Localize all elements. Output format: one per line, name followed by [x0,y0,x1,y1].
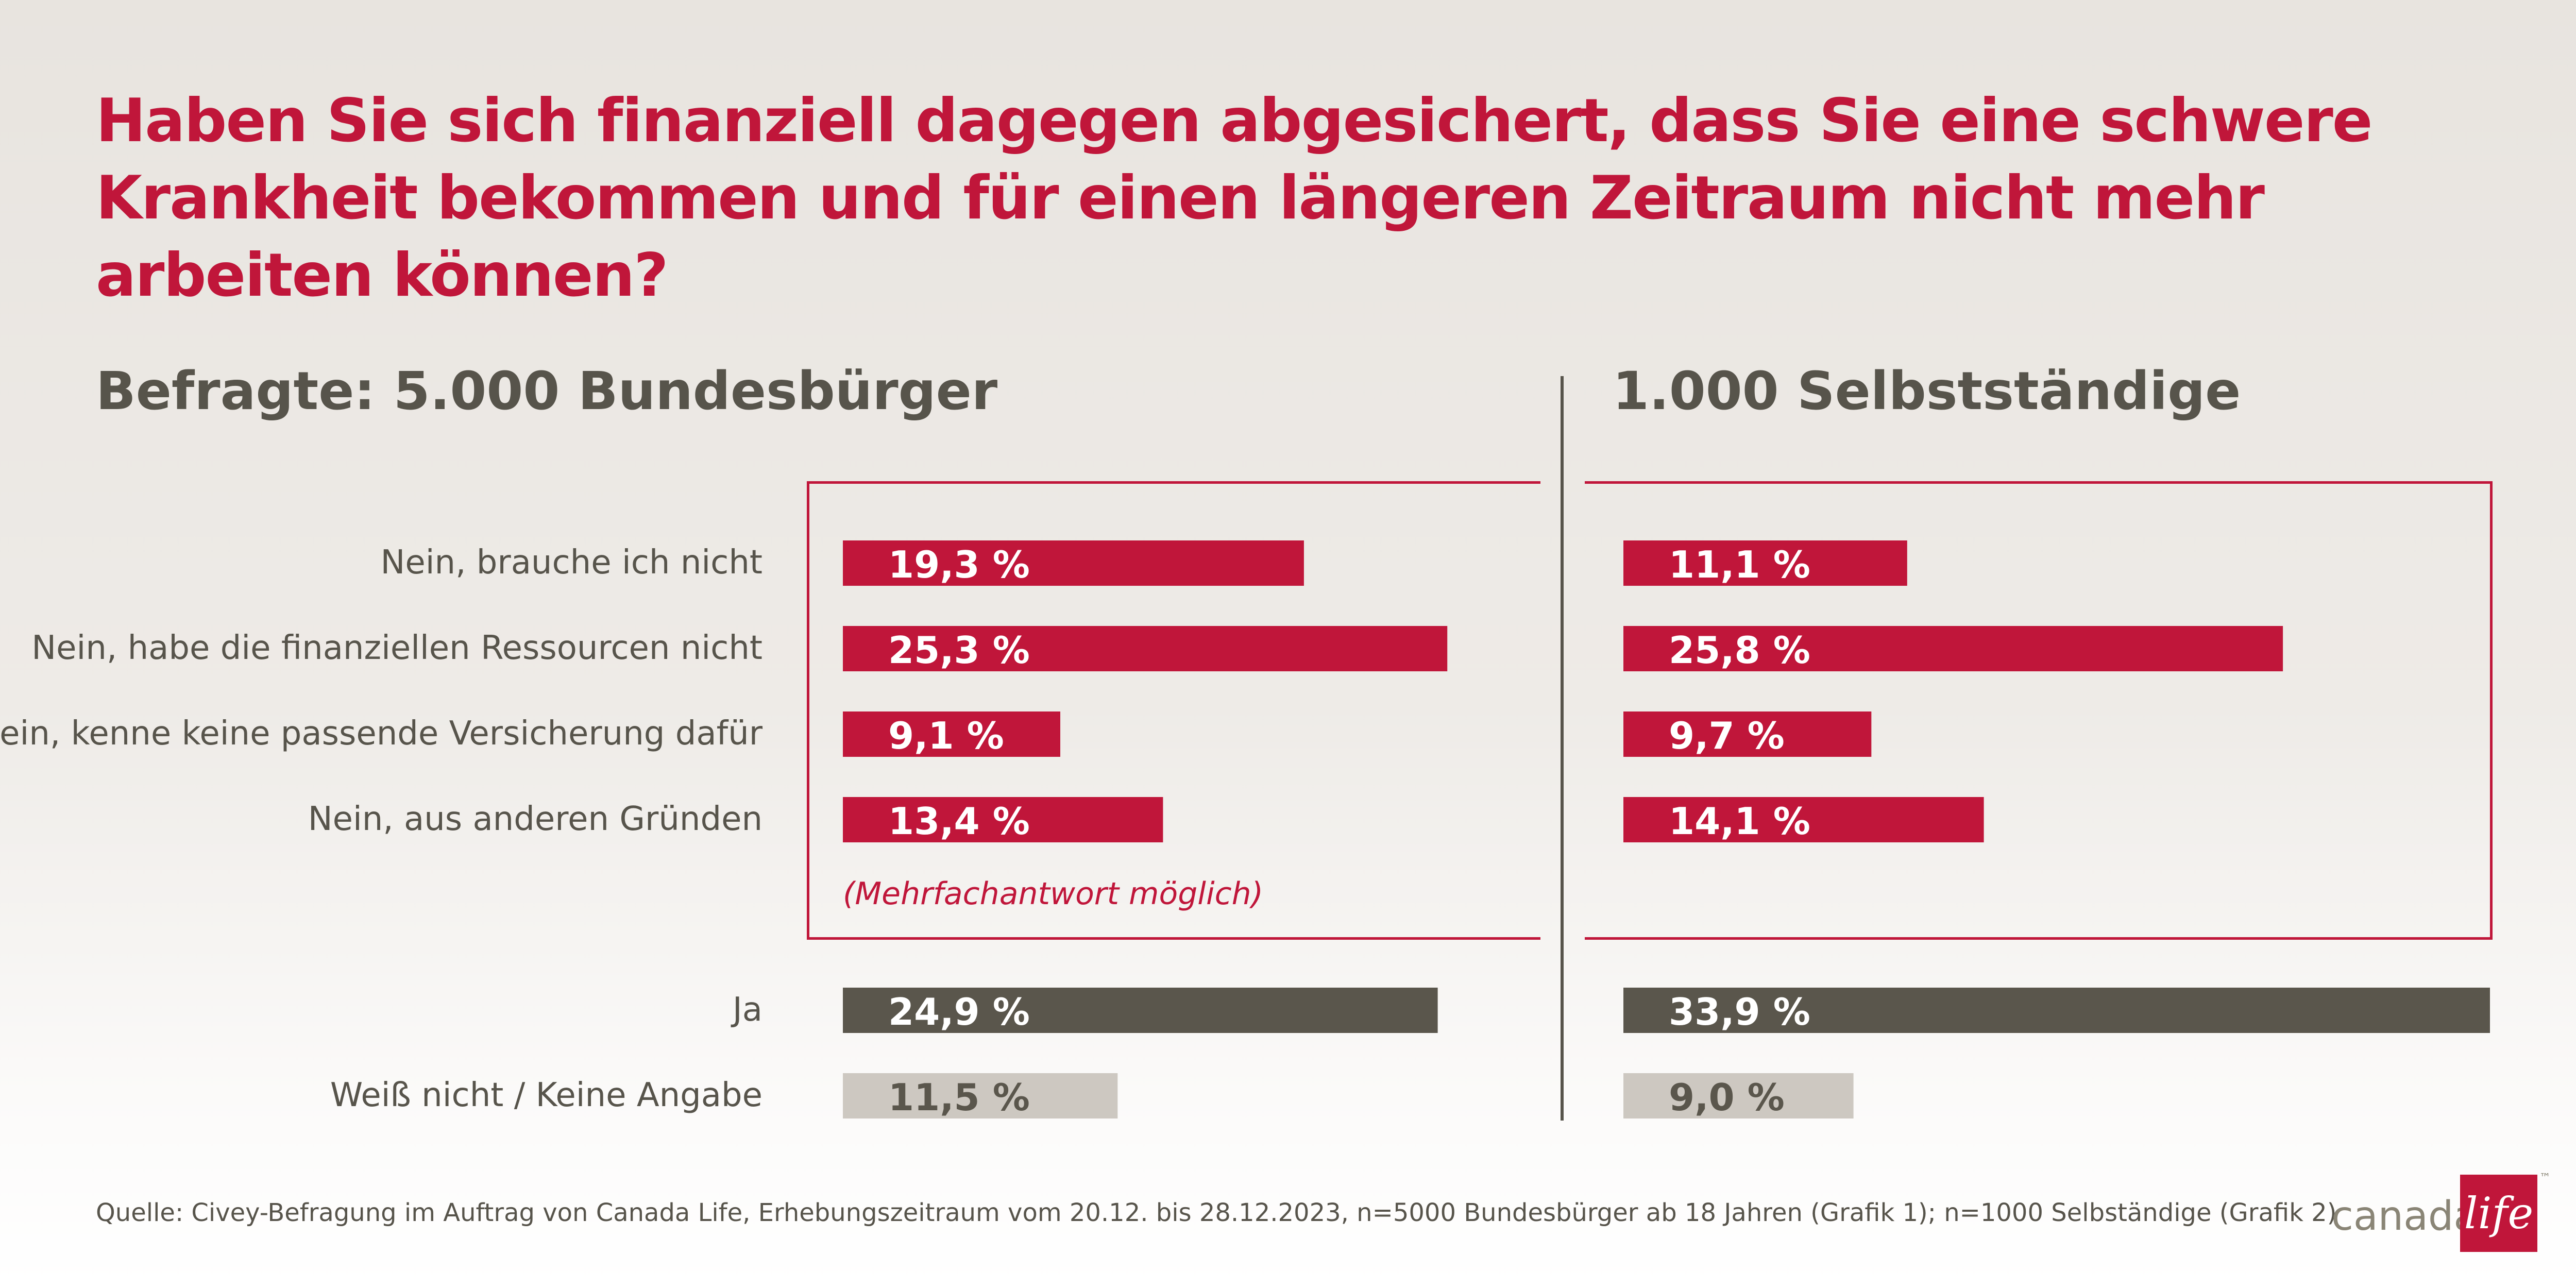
trademark-mark: ™ [2539,1172,2551,1184]
bar-bundesbuerger-nein-brauche-ich-nicht [843,540,1304,586]
logo-box: life [2460,1175,2537,1252]
value-label-selbststaendige-nein-brauche-ich-nicht: 11,1 % [1669,543,1810,586]
value-label-bundesbuerger-nein-habe-die-finanziellen-ressourcen-nicht: 25,3 % [888,629,1030,672]
category-label-weiss-nicht-keine-angabe: Weiß nicht / Keine Angabe [330,1076,762,1114]
value-label-selbststaendige-weiss-nicht-keine-angabe: 9,0 % [1669,1076,1785,1119]
logo-wordmark: canada [2331,1193,2479,1240]
value-label-bundesbuerger-ja: 24,9 % [888,990,1030,1033]
bar-selbststaendige-nein-habe-die-finanziellen-ressourcen-nicht [1623,626,2283,671]
bar-selbststaendige-weiss-nicht-keine-angabe [1623,1073,1854,1118]
canada-life-logo: canada life ™ [2331,1164,2568,1267]
bar-bundesbuerger-ja [843,988,1438,1033]
bar-selbststaendige-ja [1623,988,2490,1033]
no-answers-bracket-left [807,481,1540,940]
bar-selbststaendige-nein-kenne-keine-passende-versicherung-dafuer [1623,711,1872,757]
category-label-nein-habe-die-finanziellen-ressourcen-nicht: Nein, habe die finanziellen Ressourcen n… [31,629,762,667]
bar-bundesbuerger-weiss-nicht-keine-angabe [843,1073,1118,1118]
bar-bundesbuerger-nein-aus-anderen-gruenden [843,797,1163,842]
bar-selbststaendige-nein-brauche-ich-nicht [1623,540,1907,586]
category-label-nein-aus-anderen-gruenden: Nein, aus anderen Gründen [308,800,762,838]
value-label-bundesbuerger-nein-brauche-ich-nicht: 19,3 % [888,543,1030,586]
value-label-selbststaendige-ja: 33,9 % [1669,990,1810,1033]
panel-right-heading: 1.000 Selbstständige [1613,361,2241,422]
value-label-bundesbuerger-nein-kenne-keine-passende-versicherung-dafuer: 9,1 % [888,714,1004,757]
no-answers-bracket-right [1585,481,2493,940]
value-label-selbststaendige-nein-kenne-keine-passende-versicherung-dafuer: 9,7 % [1669,714,1785,757]
bar-bundesbuerger-nein-habe-die-finanziellen-ressourcen-nicht [843,626,1448,671]
value-label-bundesbuerger-weiss-nicht-keine-angabe: 11,5 % [888,1076,1030,1119]
multiple-answers-note: (Mehrfachantwort möglich) [843,876,1264,912]
panel-divider [1561,376,1564,1121]
chart-title: Haben Sie sich finanziell dagegen abgesi… [96,86,2372,310]
value-label-selbststaendige-nein-aus-anderen-gruenden: 14,1 % [1669,800,1810,843]
value-label-bundesbuerger-nein-aus-anderen-gruenden: 13,4 % [888,800,1030,843]
source-note: Quelle: Civey-Befragung im Auftrag von C… [96,1198,2337,1227]
category-label-ja: Ja [732,991,762,1029]
value-label-selbststaendige-nein-habe-die-finanziellen-ressourcen-nicht: 25,8 % [1669,629,1810,672]
category-label-nein-kenne-keine-passende-versicherung-dafuer: Nein, kenne keine passende Versicherung … [0,715,762,753]
category-label-nein-brauche-ich-nicht: Nein, brauche ich nicht [380,544,762,582]
bar-selbststaendige-nein-aus-anderen-gruenden [1623,797,1984,842]
panel-left-heading: Befragte: 5.000 Bundesbürger [96,361,998,422]
bar-bundesbuerger-nein-kenne-keine-passende-versicherung-dafuer [843,711,1060,757]
